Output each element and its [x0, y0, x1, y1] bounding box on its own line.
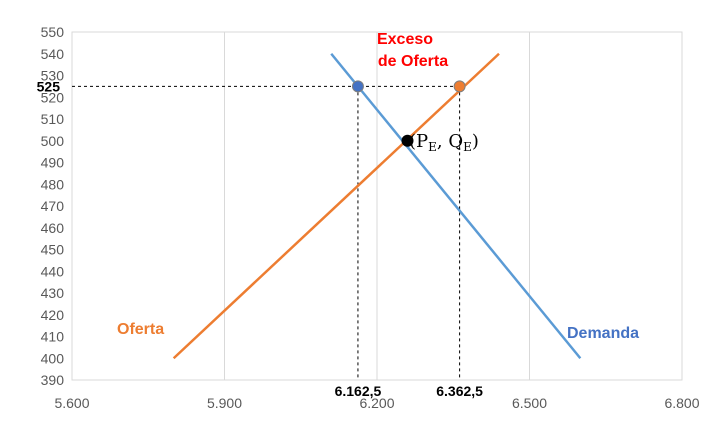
- oferta-line: [172, 52, 500, 360]
- y-tick-label: 550: [41, 24, 65, 40]
- guide-x-label: 6.162,5: [335, 383, 382, 399]
- oferta-series-label: Oferta: [117, 321, 164, 338]
- x-tick-label: 5.600: [54, 395, 89, 411]
- equilibrium-open: (P: [409, 131, 428, 152]
- y-tick-label: 460: [41, 220, 65, 236]
- grid-layer: [71, 31, 683, 381]
- y-tick-label: 420: [41, 307, 65, 323]
- demanda-line: [330, 52, 582, 360]
- equilibrium-label: (PE, QE): [409, 131, 479, 154]
- y-tick-label: 390: [41, 372, 65, 388]
- excess-point: [351, 80, 364, 93]
- y-tick-label: 500: [41, 133, 65, 149]
- y-tick-label: 440: [41, 263, 65, 279]
- x-tick-label: 6.800: [664, 395, 699, 411]
- x-tick-label: 6.200: [359, 395, 394, 411]
- excess-point: [453, 80, 466, 93]
- y-tick-label: 530: [41, 68, 65, 84]
- y-tick-label: 400: [41, 350, 65, 366]
- y-tick-label: 510: [41, 111, 65, 127]
- y-tick-label: 450: [41, 242, 65, 258]
- y-tick-label: 480: [41, 176, 65, 192]
- y-tick-label: 520: [41, 89, 65, 105]
- y-tick-label: 540: [41, 46, 65, 62]
- y-tick-label: 430: [41, 285, 65, 301]
- demanda-series-label: Demanda: [567, 325, 639, 342]
- x-tick-label: 6.500: [512, 395, 547, 411]
- equilibrium-sub-q: E: [463, 140, 472, 154]
- excess-supply-label-line2: de Oferta: [378, 53, 448, 70]
- series-layer: [172, 52, 582, 360]
- excess-supply-label-line1: Exceso: [377, 31, 433, 48]
- y-tick-label: 410: [41, 329, 65, 345]
- guide-layer: [72, 85, 461, 380]
- tick-layer: 5.600 5.900 6.200 6.500 6.800 390 400 410 420 430…: [37, 24, 700, 411]
- equilibrium-comma: , Q: [437, 131, 463, 152]
- equilibrium-point: [401, 134, 414, 147]
- guide-x-label: 6.362,5: [436, 383, 483, 399]
- point-layer: [351, 80, 466, 147]
- y-tick-label: 490: [41, 155, 65, 171]
- guide-y-label: 525: [37, 78, 61, 94]
- equilibrium-sub-p: E: [428, 140, 437, 154]
- x-tick-label: 5.900: [207, 395, 242, 411]
- y-tick-label: 470: [41, 198, 65, 214]
- equilibrium-close: ): [472, 131, 479, 152]
